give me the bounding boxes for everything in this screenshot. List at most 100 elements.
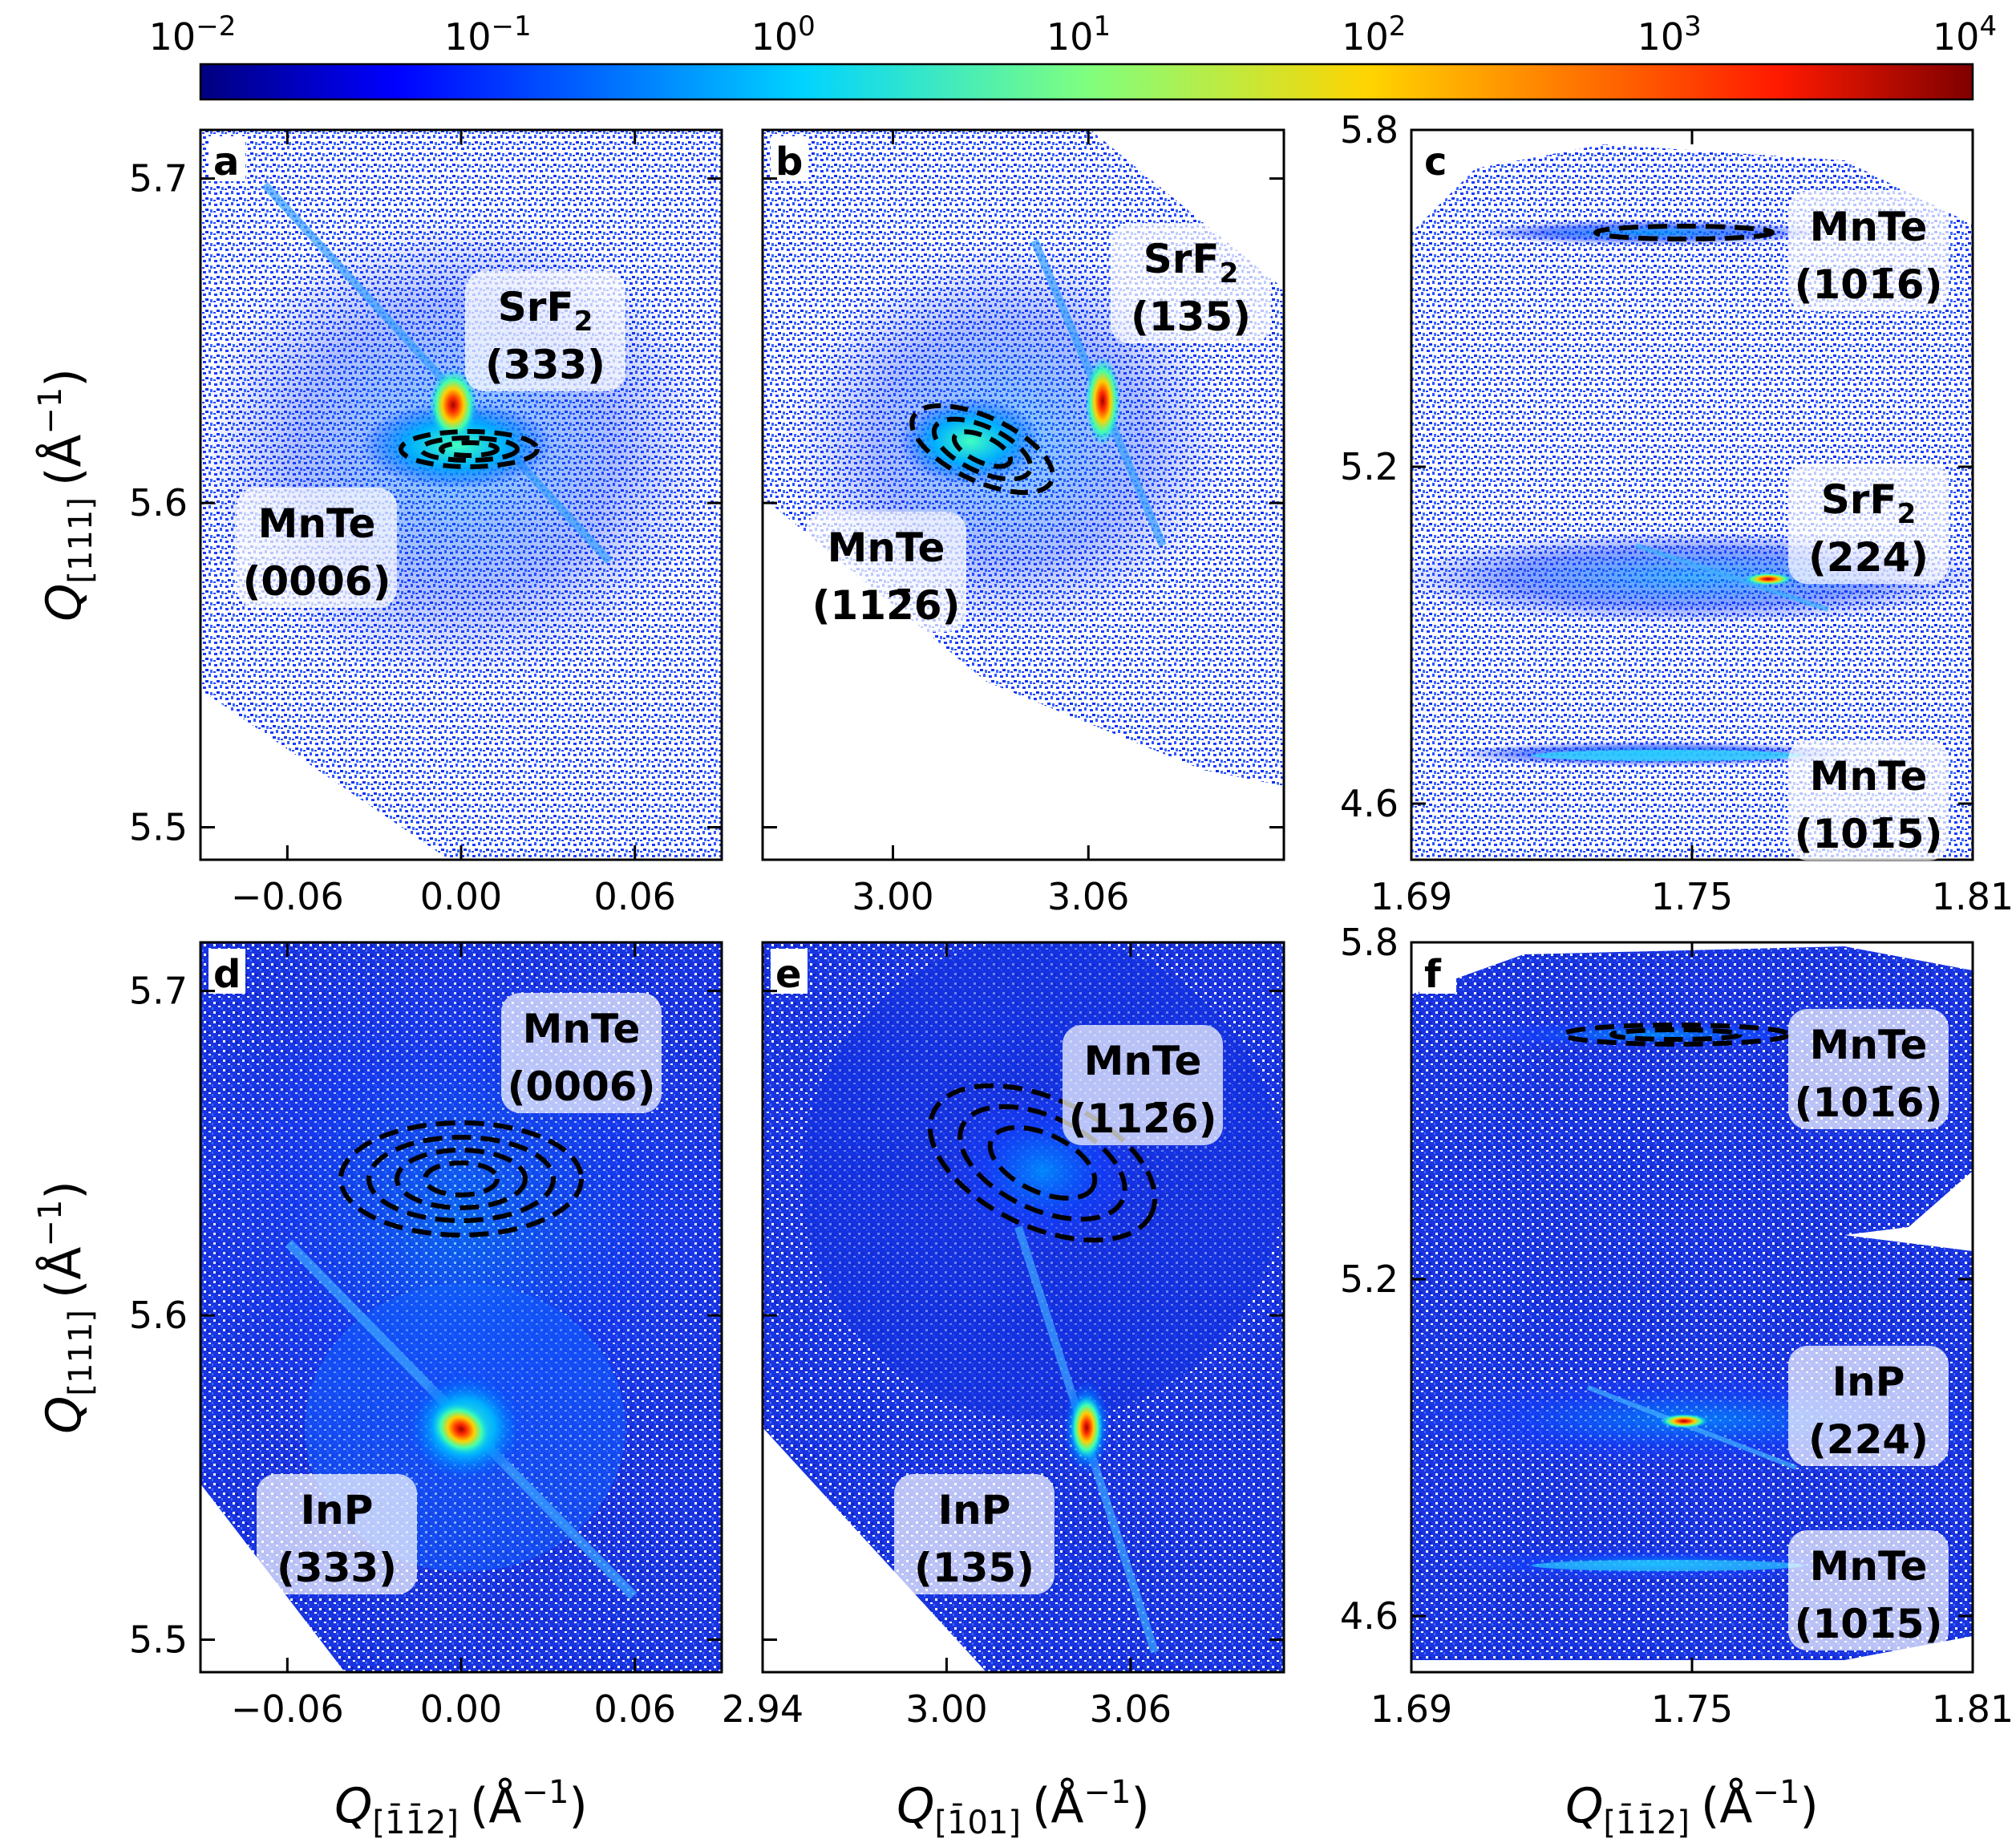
peak-label: MnTe (101̄6) [1788,191,1949,311]
peak-label: InP (333) [257,1474,417,1594]
peak-label-box [1788,1346,1949,1466]
peak-name: InP [938,1487,1011,1533]
panel-d-heatmap [200,942,722,1672]
panel-e-frame [761,941,1285,1674]
panel-b-mnte-contours [909,403,1055,496]
panel-letter-bg [1419,136,1456,181]
peak-name: SrF2 [1821,476,1917,530]
peak-label-box [1788,740,1949,861]
peak-index: (333) [277,1545,397,1591]
panel-letter-bg [771,949,808,994]
x-tick-label: 1.81 [1932,875,2014,918]
colorbar: 10−2 10−1 100 101 102 103 104 [149,10,1997,101]
peak-label-box [1111,223,1271,343]
peak-index: (135) [1131,294,1251,340]
peak-label: MnTe (112̄6) [1063,1025,1223,1145]
peak-label: SrF2(135) [1111,223,1271,343]
peak-label: InP (135) [894,1474,1055,1594]
colorbar-tick-label: 104 [1933,10,1997,59]
panel-letter-bg [771,136,808,181]
peak-label: MnTe (0006) [501,993,662,1113]
xlabel-left: Q[1̄1̄2] (Å−1) [334,1774,588,1841]
peak-label-box [237,488,397,608]
peak-index: (101̄5) [1795,1601,1943,1647]
peak-index: (0006) [243,558,391,605]
panel-letter: f [1424,952,1442,997]
peak-label: SrF2(224) [1788,464,1949,584]
colorbar-tick-label: 10−2 [149,10,237,59]
peak-label: MnTe (0006) [237,488,397,608]
peak-label: InP (224) [1788,1346,1949,1466]
peak-label-box [1788,1009,1949,1129]
colorbar-tick-label: 102 [1342,10,1406,59]
x-tick-label: 1.81 [1932,1687,2014,1731]
y-tick-label: 5.6 [129,1294,188,1337]
peak-index: (224) [1808,1416,1929,1463]
panel-letter: c [1424,140,1447,184]
x-tick-label: 1.69 [1370,1687,1452,1731]
peak-label: MnTe (101̄5) [1788,740,1949,861]
panel-letter-bg [208,136,245,181]
x-tick-label: 1.69 [1370,875,1452,918]
peak-label-box [465,271,625,391]
y-tick-label: 5.2 [1340,445,1399,488]
peak-label-box [894,1474,1055,1594]
peak-label-box [1788,1530,1949,1651]
peak-label-box [1063,1025,1223,1145]
x-tick-label: 3.06 [1090,1687,1172,1731]
peak-name: MnTe [1810,753,1928,800]
peak-index: (112̄6) [812,582,961,629]
axes-layer: a −0.06 0.00 0.06 5.5 5.6 5.7 b 3.00 3.06 c 1.69 1.7… [129,108,2014,1731]
panel-letter: d [213,952,241,997]
y-tick-label: 4.6 [1340,782,1399,825]
peak-index: (0006) [508,1063,656,1110]
y-tick-label: 5.7 [129,970,188,1013]
peak-label-box [1788,464,1949,584]
x-tick-label: 1.75 [1651,875,1733,918]
x-tick-label: −0.06 [231,1687,344,1731]
panel-a-mnte-contours [399,429,540,469]
peak-index: (333) [485,342,605,388]
colorbar-tick-label: 10−1 [444,10,532,59]
ylabel-bottom: Q[111](Å−1) [32,1181,99,1434]
peak-name: SrF2 [1144,236,1239,290]
panel-letter: e [775,952,802,997]
x-tick-label: 0.00 [420,875,502,918]
y-tick-label: 5.8 [1340,108,1399,152]
peak-label: MnTe (101̄5) [1788,1530,1949,1651]
peak-label: MnTe (101̄6) [1788,1009,1949,1129]
panel-c-mnte-contours [1593,224,1775,241]
y-tick-label: 4.6 [1340,1594,1399,1638]
y-tick-label: 5.5 [129,1618,188,1662]
peak-label: SrF2(333) [465,271,625,391]
peak-labels: SrF2(333)MnTe(0006)SrF2(135)MnTe(112̄6)M… [237,191,1949,1651]
x-tick-label: −0.06 [231,875,344,918]
panel-letter-bg [208,949,245,994]
peak-index: (101̄6) [1795,261,1943,308]
panel-b-frame [761,128,1285,861]
x-tick-label: 0.06 [593,875,675,918]
panel-letter-bg [1419,949,1456,994]
panel-letter: b [775,140,803,184]
colorbar-gradient [199,63,1974,101]
y-tick-label: 5.2 [1340,1258,1399,1301]
peak-name: MnTe [258,500,376,547]
panel-letter: a [213,140,239,184]
y-tick-label: 5.8 [1340,921,1399,964]
peak-name: MnTe [523,1006,641,1052]
colorbar-tick-label: 101 [1046,10,1111,59]
peak-index: (101̄6) [1795,1079,1943,1126]
peak-name: MnTe [1084,1038,1202,1084]
panel-d [199,941,723,1674]
peak-name: InP [1832,1359,1905,1405]
peak-name: SrF2 [498,284,593,338]
peak-index: (135) [914,1545,1034,1591]
peak-label-box [501,993,662,1113]
x-tick-label: 0.06 [593,1687,675,1731]
peak-index: (224) [1808,534,1929,581]
x-tick-label: 2.94 [722,1687,804,1731]
colorbar-tick-label: 103 [1637,10,1702,59]
ylabel-top: Q[111](Å−1) [32,368,99,622]
peak-index: (112̄6) [1069,1096,1217,1142]
x-tick-label: 1.75 [1651,1687,1733,1731]
